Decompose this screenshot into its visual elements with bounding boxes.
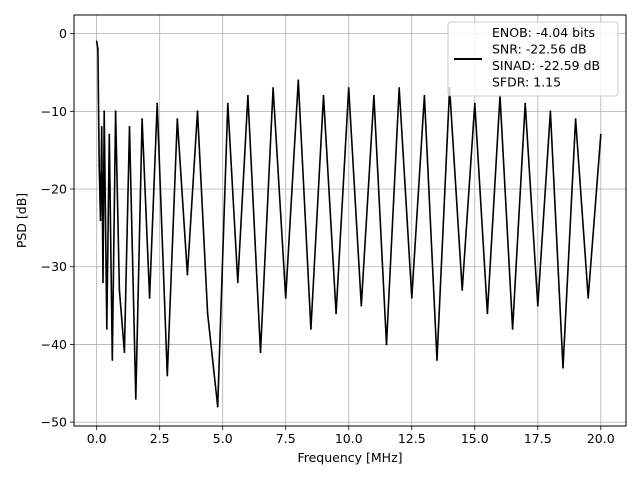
psd-data-point <box>102 281 104 284</box>
psd-data-point <box>599 133 602 136</box>
psd-data-point <box>166 374 169 377</box>
psd-data-point <box>398 87 401 89</box>
x-axis-label: Frequency [MHz] <box>297 450 402 465</box>
psd-data-point <box>423 94 426 97</box>
y-tick-label: 0 <box>59 26 67 41</box>
y-tick-label: −40 <box>41 337 67 352</box>
psd-data-point <box>123 351 126 354</box>
psd-data-point <box>186 273 189 276</box>
psd-data-point <box>176 118 179 120</box>
psd-data-point <box>259 351 262 354</box>
psd-data-point <box>272 87 274 89</box>
psd-data-point <box>461 289 464 291</box>
x-tick-label: 15.0 <box>461 431 489 446</box>
ticks: 0.0 2.5 5.0 7.5 10.0 12.5 15.0 17.5 20.0 0 −10 −20 −… <box>41 26 615 446</box>
y-tick-label: −20 <box>41 182 67 197</box>
psd-data-point <box>108 133 111 136</box>
psd-data-point <box>360 304 363 307</box>
psd-data-point <box>436 359 438 361</box>
psd-data-point <box>156 102 159 105</box>
psd-data-point <box>385 343 388 346</box>
psd-data-point <box>111 359 114 361</box>
x-tick-label: 5.0 <box>213 431 233 446</box>
psd-data-point <box>297 79 300 82</box>
psd-data-point <box>134 397 137 400</box>
psd-data-point <box>216 405 219 408</box>
psd-data-point <box>148 296 151 299</box>
x-tick-label: 17.5 <box>524 431 552 446</box>
psd-data-point <box>103 110 106 113</box>
legend: ENOB: -4.04 bits SNR: -22.56 dB SINAD: -… <box>447 21 619 97</box>
psd-data-point <box>247 94 249 97</box>
psd-data-point <box>322 94 325 97</box>
psd-data-point <box>587 296 590 299</box>
psd-data-point <box>196 110 199 113</box>
legend-snr: SNR: -22.56 dB <box>492 42 587 57</box>
x-tick-label: 12.5 <box>398 431 426 446</box>
psd-data-point <box>511 328 514 330</box>
plot-area <box>95 40 602 408</box>
psd-data-point <box>105 328 108 330</box>
psd-data-point <box>310 328 312 330</box>
psd-data-point <box>347 87 350 89</box>
psd-data-point <box>562 366 564 369</box>
psd-data-point <box>335 312 337 315</box>
psd-data-point <box>549 110 552 113</box>
psd-data-point <box>141 118 144 120</box>
axes-frame <box>73 14 627 427</box>
y-tick-label: −10 <box>41 104 67 119</box>
y-axis-label: PSD [dB] <box>14 193 29 248</box>
psd-data-point <box>486 312 489 315</box>
psd-data-point <box>114 110 117 113</box>
psd-data-point <box>100 126 103 128</box>
psd-data-point <box>236 281 239 284</box>
x-tick-label: 20.0 <box>587 431 615 446</box>
x-tick-label: 7.5 <box>276 431 296 446</box>
y-tick-label: −30 <box>41 259 67 274</box>
legend-box <box>447 21 619 97</box>
psd-data-point <box>410 296 413 299</box>
y-tick-label: −50 <box>41 415 67 430</box>
x-tick-label: 10.0 <box>335 431 363 446</box>
psd-data-point <box>524 102 527 105</box>
psd-data-point <box>473 102 476 105</box>
psd-data-point <box>284 296 287 299</box>
legend-enob: ENOB: -4.04 bits <box>492 25 595 40</box>
psd-data-point <box>98 164 101 167</box>
psd-data-point <box>128 126 131 128</box>
psd-data-point <box>226 102 229 105</box>
x-tick-label: 2.5 <box>150 431 170 446</box>
psd-data-point <box>373 94 375 97</box>
legend-sinad: SINAD: -22.59 dB <box>492 58 600 73</box>
psd-data-point <box>206 312 209 315</box>
psd-data-point <box>97 48 99 51</box>
legend-sfdr: SFDR: 1.15 <box>492 75 561 90</box>
psd-data-point <box>99 219 102 222</box>
x-tick-label: 0.0 <box>87 431 107 446</box>
psd-data-point <box>95 40 98 43</box>
psd-data-point <box>118 289 121 291</box>
psd-data-point <box>536 304 539 307</box>
psd-data-point <box>574 118 577 120</box>
